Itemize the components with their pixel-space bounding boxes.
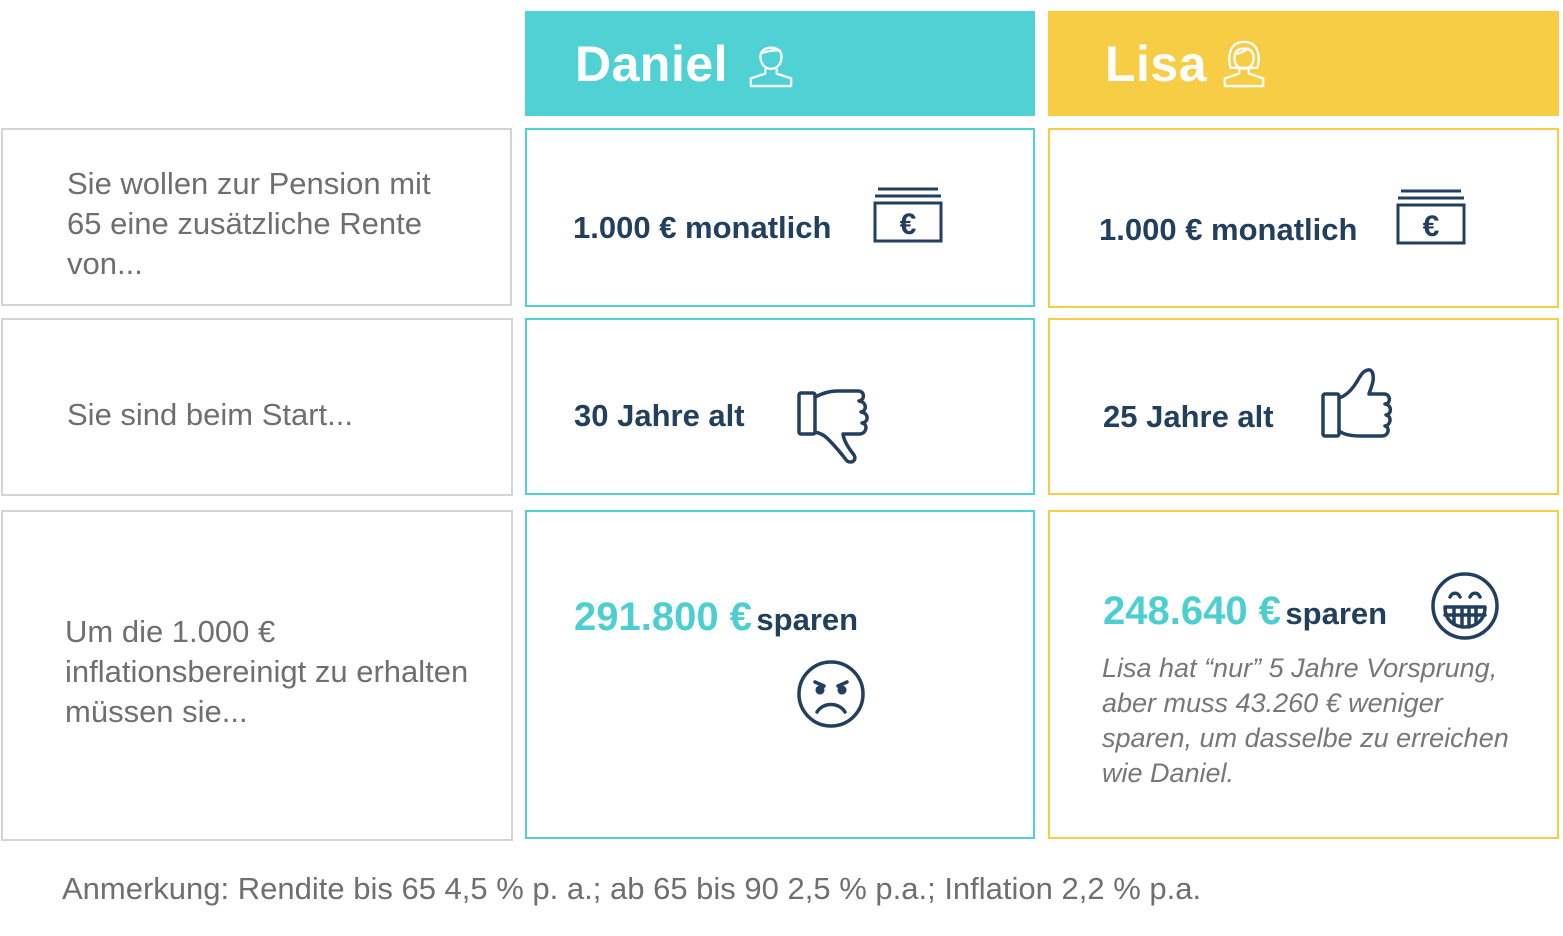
daniel-sparen-label: sparen bbox=[756, 602, 859, 637]
lisa-note: Lisa hat “nur” 5 Jahre Vorsprung, aber m… bbox=[1102, 653, 1509, 788]
daniel-rente-cell: 1.000 € monatlich € bbox=[525, 128, 1035, 307]
angry-face-icon bbox=[797, 660, 865, 728]
thumbs-down-icon bbox=[797, 389, 869, 464]
daniel-age-value: 30 Jahre alt bbox=[574, 398, 745, 433]
daniel-amount: 291.800 € bbox=[574, 595, 752, 639]
lisa-sparen-cell: 248.640 € sparen Lisa hat “nur” 5 Jahre … bbox=[1048, 510, 1559, 839]
daniel-name: Daniel bbox=[575, 35, 729, 92]
row-label-text: Sie wollen zur Pension mit 65 eine zusät… bbox=[67, 166, 431, 281]
footnote: Anmerkung: Rendite bis 65 4,5 % p. a.; a… bbox=[62, 871, 1202, 906]
row-label-sparen: Um die 1.000 € inflationsbereinigt zu er… bbox=[1, 510, 513, 841]
daniel-amount-line: 291.800 € sparen bbox=[574, 595, 858, 640]
lisa-start-cell: 25 Jahre alt bbox=[1048, 318, 1559, 495]
lisa-rente-value: 1.000 € monatlich bbox=[1099, 212, 1358, 247]
daniel-header: Daniel bbox=[525, 11, 1035, 116]
thumbs-up-icon bbox=[1321, 368, 1393, 438]
lisa-name: Lisa bbox=[1105, 35, 1208, 92]
row-label-text: Sie sind beim Start... bbox=[67, 397, 354, 432]
lisa-age-value: 25 Jahre alt bbox=[1103, 399, 1274, 434]
lisa-amount-line: 248.640 € sparen bbox=[1103, 589, 1387, 634]
male-user-icon bbox=[749, 46, 793, 88]
row-label-text: Um die 1.000 € inflationsbereinigt zu er… bbox=[65, 614, 469, 729]
daniel-start-cell: 30 Jahre alt bbox=[525, 318, 1035, 495]
svg-text:€: € bbox=[1423, 210, 1440, 243]
lisa-header: Lisa bbox=[1048, 11, 1559, 116]
lisa-rente-cell: 1.000 € monatlich € bbox=[1048, 128, 1559, 308]
svg-text:€: € bbox=[900, 208, 917, 241]
daniel-rente-value: 1.000 € monatlich bbox=[573, 210, 832, 245]
euro-banknote-icon: € bbox=[1396, 189, 1466, 245]
grinning-face-icon bbox=[1431, 572, 1499, 640]
lisa-amount: 248.640 € bbox=[1103, 589, 1281, 633]
female-user-icon bbox=[1223, 40, 1265, 88]
lisa-sparen-label: sparen bbox=[1285, 596, 1388, 631]
euro-banknote-icon: € bbox=[873, 187, 943, 243]
row-label-start: Sie sind beim Start... bbox=[1, 318, 513, 496]
row-label-rente: Sie wollen zur Pension mit 65 eine zusät… bbox=[1, 128, 512, 306]
daniel-sparen-cell: 291.800 € sparen bbox=[525, 510, 1035, 839]
